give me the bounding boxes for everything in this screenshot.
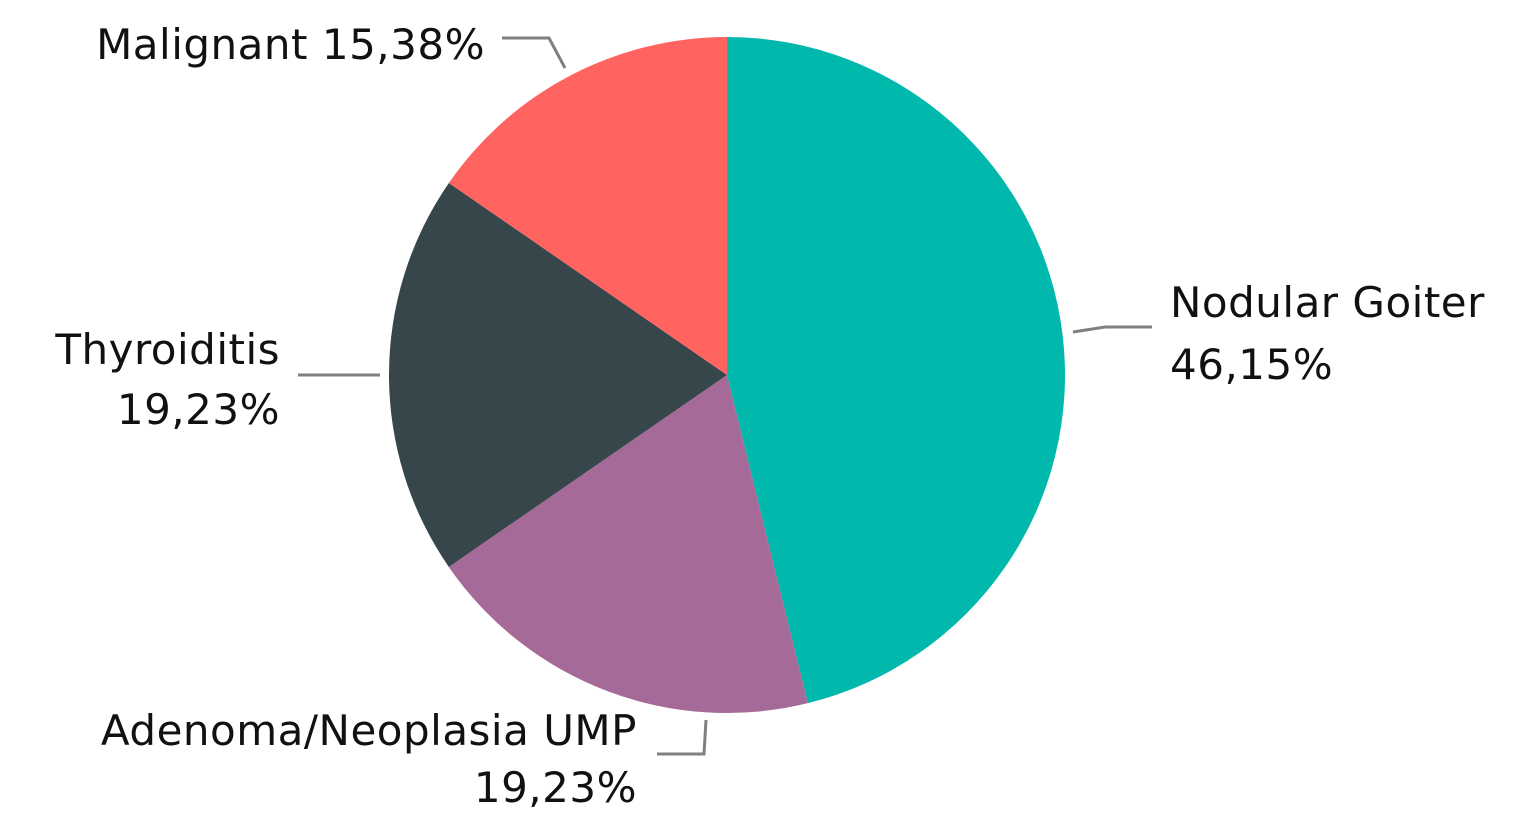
value-label: 15,38%: [322, 20, 485, 69]
value-label: 19,23%: [474, 763, 637, 812]
pie-slice: [448, 37, 727, 375]
pie-slice: [388, 182, 727, 567]
pie-slice: [448, 375, 808, 713]
pie-slice: [727, 37, 1066, 704]
leader-line: [1072, 325, 1152, 334]
leader-line: [657, 719, 708, 756]
category-label: Adenoma/Neoplasia UMP: [101, 706, 637, 755]
category-label: Malignant: [96, 20, 308, 69]
category-label: Thyroiditis: [54, 325, 280, 374]
slice-label: Malignant 15,38%: [96, 20, 485, 69]
leader-line: [502, 36, 567, 69]
category-label: Nodular Goiter: [1170, 278, 1485, 327]
value-label: 46,15%: [1170, 340, 1333, 389]
value-label: 19,23%: [117, 385, 280, 434]
